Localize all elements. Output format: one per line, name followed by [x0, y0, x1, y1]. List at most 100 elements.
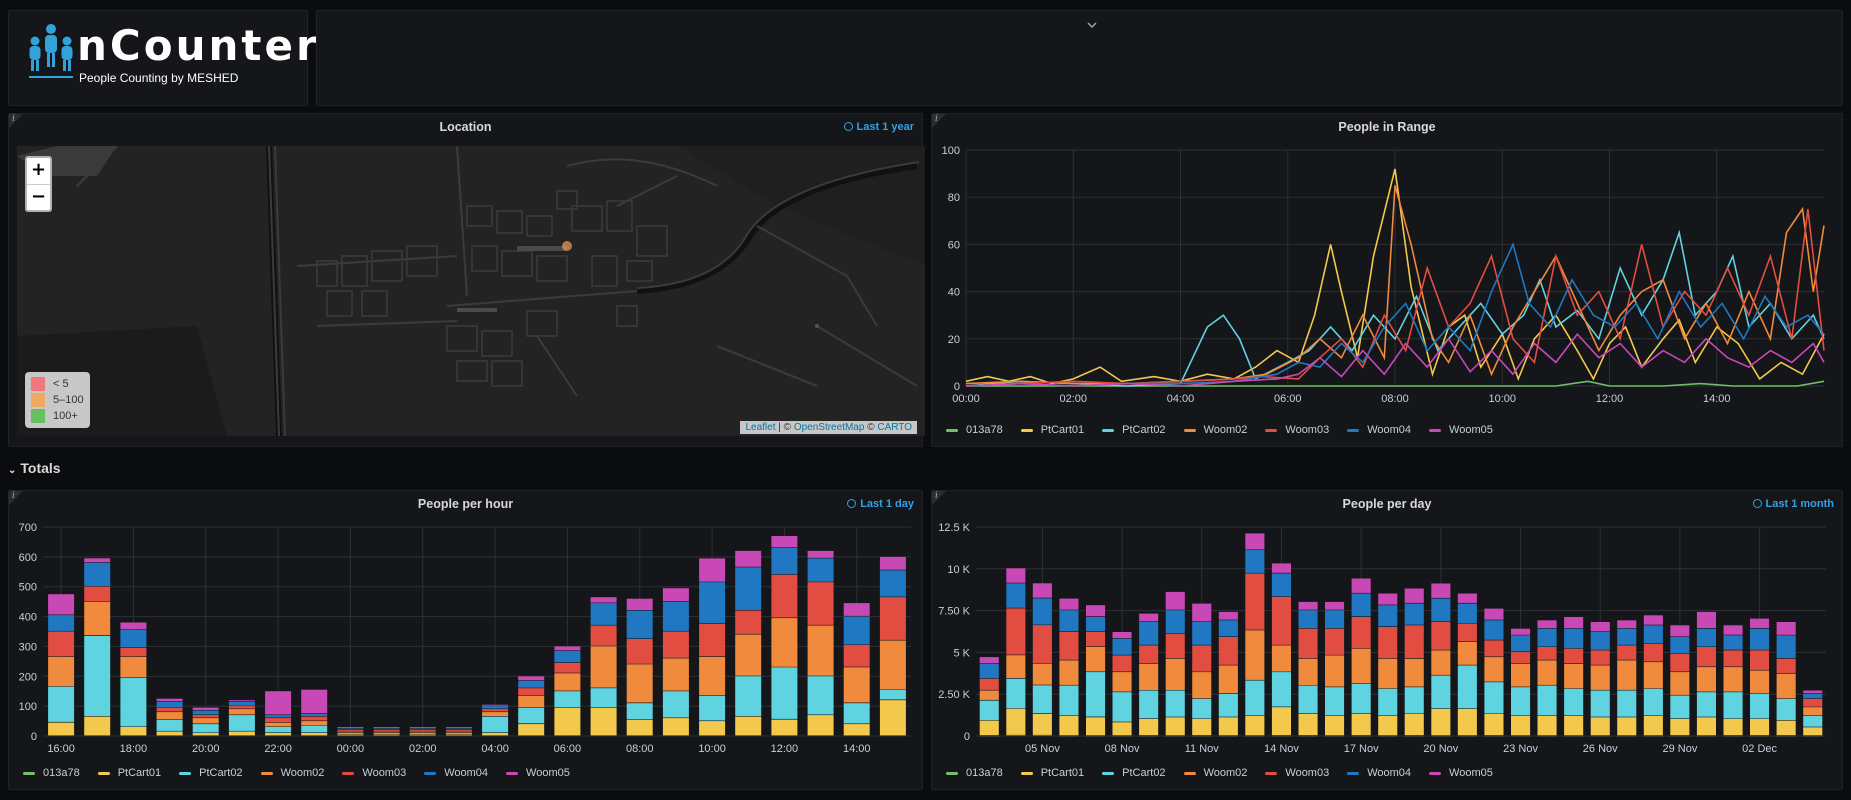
- bar-segment-Woom02: [1218, 665, 1238, 694]
- bar-segment-PtCart01: [1484, 713, 1504, 735]
- legend-item[interactable]: 013a78: [946, 767, 1003, 779]
- panel-title[interactable]: People per hour: [417, 497, 514, 511]
- info-corner[interactable]: i: [9, 114, 23, 128]
- legend-item[interactable]: PtCart01: [1020, 424, 1085, 436]
- info-corner[interactable]: i: [932, 491, 946, 505]
- carto-link[interactable]: CARTO: [877, 422, 912, 433]
- people-per-hour-chart[interactable]: 0 100 200 300 400 500 600 700 16:00 18:00 20:00 22:…: [9, 516, 919, 766]
- bar-segment-Woom05: [807, 550, 834, 558]
- legend-item[interactable]: Woom02: [260, 767, 324, 779]
- bar-segment-PtCart01: [1723, 718, 1743, 735]
- legend-item[interactable]: Woom05: [1429, 767, 1493, 779]
- bar-segment-Woom02: [879, 640, 906, 690]
- map-view[interactable]: + − < 5 5–100 100+ Leaflet | © OpenStree…: [17, 146, 925, 436]
- bar-segment-013a78: [1696, 735, 1716, 737]
- people-per-hour-panel: i People per hour Last 1 day 0 100 200 300 4…: [8, 490, 923, 790]
- info-corner[interactable]: i: [9, 491, 23, 505]
- row-totals[interactable]: ⌄ Totals: [8, 460, 61, 476]
- time-range-badge[interactable]: Last 1 month: [1752, 498, 1834, 510]
- zoom-in-button[interactable]: +: [30, 159, 47, 180]
- legend-item[interactable]: Woom03: [1265, 767, 1329, 779]
- bar-segment-PtCart01: [699, 721, 726, 736]
- bar-segment-PtCart01: [337, 734, 364, 736]
- panel-title[interactable]: People in Range: [1338, 120, 1436, 134]
- legend-item[interactable]: PtCart02: [1102, 767, 1166, 779]
- bar-segment-Woom05: [1086, 605, 1106, 617]
- people-per-day-chart[interactable]: 0 2.50 K 5 K 7.50 K 10 K 12.5 K 05 Nov 08 Nov 11…: [932, 516, 1837, 766]
- bar-segment-PtCart01: [445, 734, 472, 736]
- bar-segment-PtCart02: [1271, 672, 1291, 707]
- info-corner[interactable]: i: [932, 114, 946, 128]
- legend-item[interactable]: Woom05: [1429, 424, 1493, 436]
- bar-segment-Woom03: [1325, 628, 1345, 655]
- legend-item[interactable]: PtCart01: [97, 767, 161, 779]
- bar-segment-Woom03: [1643, 643, 1663, 662]
- bar-segment-013a78: [1457, 735, 1477, 737]
- chevron-down-icon[interactable]: [1087, 21, 1097, 29]
- bar-segment-PtCart01: [1457, 708, 1477, 736]
- bar-segment-Woom03: [1431, 622, 1451, 650]
- legend-item[interactable]: 013a78: [23, 767, 80, 779]
- bar-segment-PtCart02: [445, 733, 472, 734]
- legend-swatch: [946, 771, 958, 775]
- bar-segment-PtCart01: [1378, 715, 1398, 736]
- legend-item[interactable]: Woom02: [1183, 424, 1247, 436]
- bar-segment-Woom04: [626, 610, 653, 639]
- time-range-badge[interactable]: Last 1 day: [847, 498, 914, 510]
- bar-segment-Woom05: [1431, 583, 1451, 598]
- bar-segment-Woom04: [1457, 603, 1477, 624]
- legend-item[interactable]: Woom02: [1183, 767, 1247, 779]
- y-tick-label: 10 K: [947, 564, 970, 576]
- bar-segment-PtCart01: [554, 707, 581, 736]
- bar-segment-PtCart02: [1670, 695, 1690, 719]
- leaflet-link[interactable]: Leaflet: [745, 422, 776, 433]
- bar-segment-Woom04: [1803, 693, 1823, 699]
- bar-segment-Woom04: [1218, 620, 1238, 637]
- people-in-range-chart[interactable]: 0 20 40 60 80 100 00:00 02:00 04:00 06:00 08:00 10:…: [932, 144, 1837, 424]
- map-legend-item: < 5: [31, 376, 84, 392]
- legend-item[interactable]: Woom04: [424, 767, 488, 779]
- legend-item[interactable]: Woom04: [1347, 767, 1411, 779]
- time-range-badge[interactable]: Last 1 year: [843, 121, 914, 133]
- legend-item[interactable]: 013a78: [946, 424, 1003, 436]
- osm-link[interactable]: OpenStreetMap: [793, 422, 865, 433]
- bar-segment-Woom04: [1750, 628, 1770, 650]
- header-panel: [316, 10, 1843, 106]
- bar-segment-013a78: [1192, 735, 1212, 737]
- bar-segment-PtCart02: [1006, 678, 1026, 709]
- bar-segment-Woom03: [482, 709, 509, 712]
- legend-label: PtCart01: [1040, 424, 1085, 436]
- legend-item[interactable]: Woom05: [506, 767, 570, 779]
- bar-segment-Woom04: [1404, 603, 1424, 625]
- bar-segment-PtCart02: [1404, 687, 1424, 714]
- legend-item[interactable]: Woom04: [1347, 424, 1411, 436]
- legend-swatch: [424, 771, 437, 775]
- info-icon: i: [12, 491, 15, 501]
- bar-segment-Woom05: [1404, 588, 1424, 603]
- x-tick-label: 08 Nov: [1105, 743, 1140, 755]
- clock-icon: [1752, 499, 1762, 508]
- legend-swatch: [97, 771, 110, 775]
- bar-segment-PtCart02: [192, 724, 219, 733]
- bar-segment-Woom05: [373, 727, 400, 728]
- legend-item[interactable]: Woom03: [342, 767, 406, 779]
- bar-segment-Woom04: [156, 701, 183, 708]
- legend-item[interactable]: PtCart02: [179, 767, 243, 779]
- bar-segment-Woom03: [84, 586, 111, 601]
- bar-segment-Woom05: [518, 676, 545, 681]
- bar-segment-Woom02: [1750, 670, 1770, 694]
- bar-segment-Woom02: [1776, 673, 1796, 699]
- zoom-out-button[interactable]: −: [27, 184, 50, 210]
- panel-title[interactable]: Location: [439, 120, 492, 134]
- legend-item[interactable]: Woom03: [1265, 424, 1329, 436]
- bar-segment-Woom03: [1776, 658, 1796, 674]
- bar-segment-PtCart01: [1298, 713, 1318, 735]
- legend-item[interactable]: PtCart01: [1020, 767, 1084, 779]
- panel-title[interactable]: People per day: [1342, 497, 1432, 511]
- bar-segment-013a78: [1325, 735, 1345, 737]
- legend-item[interactable]: PtCart02: [1102, 424, 1166, 436]
- bar-segment-Woom04: [120, 630, 147, 648]
- bar-segment-Woom04: [1165, 610, 1185, 634]
- legend-label: 013a78: [966, 767, 1003, 779]
- bar-segment-Woom05: [1564, 617, 1584, 629]
